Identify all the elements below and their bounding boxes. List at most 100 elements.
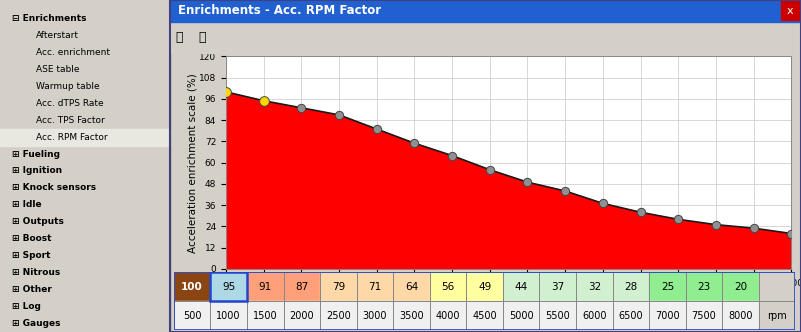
Text: 3000: 3000: [363, 311, 387, 321]
Text: 4000: 4000: [436, 311, 461, 321]
Text: 1500: 1500: [253, 311, 277, 321]
Bar: [211, 272, 247, 301]
Text: 32: 32: [588, 282, 601, 292]
Text: 56: 56: [441, 282, 455, 292]
Text: 28: 28: [624, 282, 638, 292]
Bar: [284, 272, 320, 301]
Bar: [430, 301, 466, 330]
Bar: [649, 272, 686, 301]
Bar: [686, 301, 723, 330]
Bar: [430, 301, 466, 330]
Bar: [356, 272, 393, 301]
Bar: [320, 301, 356, 330]
Bar: [649, 301, 686, 330]
Bar: [0, 0, 170, 332]
Text: 6000: 6000: [582, 311, 606, 321]
Bar: [759, 272, 795, 301]
Text: 100: 100: [181, 282, 203, 292]
Text: ⊟ Enrichments: ⊟ Enrichments: [12, 14, 87, 23]
Bar: [393, 272, 430, 301]
Text: ⊞ Other: ⊞ Other: [12, 285, 52, 294]
Text: Acc. TPS Factor: Acc. TPS Factor: [36, 116, 105, 124]
Bar: [539, 301, 576, 330]
Y-axis label: Acceleration enrichment scale (%): Acceleration enrichment scale (%): [187, 73, 198, 253]
Text: ⊞ Log: ⊞ Log: [12, 302, 41, 311]
Text: Acc. dTPS Rate: Acc. dTPS Rate: [36, 99, 103, 108]
Bar: [466, 272, 503, 301]
Text: rpm: rpm: [767, 311, 787, 321]
Text: ⊞ Fueling: ⊞ Fueling: [12, 149, 60, 159]
Bar: [503, 272, 539, 301]
Bar: [211, 272, 247, 301]
Bar: [247, 301, 284, 330]
Bar: [284, 272, 320, 301]
Bar: [284, 301, 320, 330]
Bar: [320, 301, 356, 330]
Bar: [649, 272, 686, 301]
Text: ⊞ Nitrous: ⊞ Nitrous: [12, 268, 60, 277]
Bar: [430, 272, 466, 301]
Bar: [576, 272, 613, 301]
Bar: [613, 272, 649, 301]
Bar: [503, 272, 539, 301]
Bar: [503, 301, 539, 330]
Bar: [393, 301, 430, 330]
Text: 79: 79: [332, 282, 345, 292]
Bar: [356, 272, 393, 301]
Bar: [723, 272, 759, 301]
Text: 8000: 8000: [728, 311, 753, 321]
Bar: [466, 272, 503, 301]
Text: 500: 500: [183, 311, 201, 321]
Bar: [539, 272, 576, 301]
Text: 95: 95: [222, 282, 235, 292]
Bar: [576, 301, 613, 330]
Bar: [211, 272, 247, 301]
Bar: [247, 272, 284, 301]
Text: Acc. RPM Factor: Acc. RPM Factor: [36, 132, 107, 141]
Bar: [284, 301, 320, 330]
Text: Enrichments - Acc. RPM Factor: Enrichments - Acc. RPM Factor: [178, 4, 381, 17]
Bar: [759, 301, 795, 330]
Bar: [539, 301, 576, 330]
Bar: [393, 301, 430, 330]
Bar: [686, 272, 723, 301]
Text: 3500: 3500: [399, 311, 424, 321]
Text: 6500: 6500: [618, 311, 643, 321]
Bar: [174, 301, 211, 330]
Text: ⊞ Gauges: ⊞ Gauges: [12, 319, 61, 328]
Bar: [613, 301, 649, 330]
Bar: [723, 301, 759, 330]
Text: x: x: [787, 6, 794, 16]
Text: Acc. enrichment: Acc. enrichment: [36, 48, 110, 57]
Bar: [320, 272, 356, 301]
Text: ⊞ Sport: ⊞ Sport: [12, 251, 50, 260]
Text: 📂: 📂: [175, 31, 183, 44]
Text: ⊞ Knock sensors: ⊞ Knock sensors: [12, 183, 96, 193]
Bar: [170, 0, 801, 22]
Bar: [247, 272, 284, 301]
Bar: [174, 272, 211, 301]
Text: 4500: 4500: [473, 311, 497, 321]
Bar: [211, 301, 247, 330]
Bar: [723, 301, 759, 330]
Bar: [576, 272, 613, 301]
Bar: [170, 0, 801, 332]
Text: 7000: 7000: [655, 311, 680, 321]
Text: ⊞ Boost: ⊞ Boost: [12, 234, 51, 243]
Bar: [723, 272, 759, 301]
Bar: [393, 272, 430, 301]
Bar: [781, 1, 799, 20]
Bar: [759, 301, 795, 330]
Text: 23: 23: [698, 282, 710, 292]
Text: 71: 71: [368, 282, 381, 292]
Bar: [174, 301, 211, 330]
Bar: [649, 301, 686, 330]
Bar: [759, 272, 795, 301]
Bar: [211, 301, 247, 330]
Text: ⊞ Ignition: ⊞ Ignition: [12, 166, 62, 176]
Bar: [613, 272, 649, 301]
Bar: [539, 272, 576, 301]
Text: 20: 20: [734, 282, 747, 292]
Text: 64: 64: [405, 282, 418, 292]
Text: 91: 91: [259, 282, 272, 292]
